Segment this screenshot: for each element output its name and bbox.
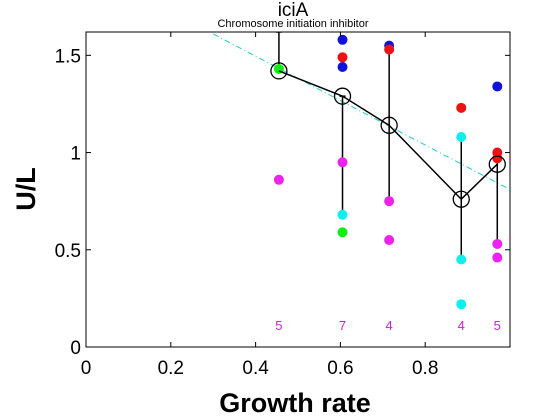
data-point-5 xyxy=(337,157,348,168)
data-point-7 xyxy=(337,227,348,238)
y-axis: 0 0.5 1 1.5 xyxy=(55,46,510,359)
count-label-0: 5 xyxy=(275,318,282,333)
data-point-9 xyxy=(384,44,395,55)
data-point-3 xyxy=(337,52,348,63)
chart-subtitle: Chromosome initiation inhibitor xyxy=(217,18,368,30)
plot-content: 5 7 4 4 5 xyxy=(212,32,510,333)
plot-frame xyxy=(85,31,511,348)
data-point-13 xyxy=(456,132,467,142)
data-point-20 xyxy=(492,252,503,263)
data-point-12 xyxy=(456,102,467,113)
data-point-16 xyxy=(492,81,503,92)
mean-marker-0 xyxy=(270,62,288,80)
mean-marker-2 xyxy=(380,116,398,134)
data-point-10 xyxy=(384,196,395,207)
y-tick-label-0: 0 xyxy=(70,338,81,359)
count-label-4: 5 xyxy=(494,318,501,333)
x-tick-label-3: 0.6 xyxy=(327,358,353,379)
data-point-11 xyxy=(384,235,395,246)
y-tick-label-1: 0.5 xyxy=(55,241,81,262)
data-point-2 xyxy=(337,34,348,45)
y-tick-label-2: 1 xyxy=(70,144,81,165)
x-tick-label-4: 0.8 xyxy=(412,358,438,379)
x-tick-label-2: 0.4 xyxy=(242,358,269,379)
mean-marker-4 xyxy=(488,155,506,173)
mean-line xyxy=(278,70,498,201)
data-point-14 xyxy=(456,254,467,265)
count-label-1: 7 xyxy=(339,318,346,333)
x-axis-title: Growth rate xyxy=(219,388,371,418)
y-tick-label-3: 1.5 xyxy=(55,46,81,67)
data-point-15 xyxy=(456,299,467,310)
count-label-3: 4 xyxy=(458,318,465,333)
x-axis: 0 0.2 0.4 0.6 0.8 xyxy=(81,32,438,379)
count-label-2: 4 xyxy=(386,318,393,333)
chart-title: iciA xyxy=(278,0,309,21)
y-axis-title: U/L xyxy=(11,167,41,211)
data-point-4 xyxy=(337,62,348,72)
data-point-6 xyxy=(337,209,348,220)
data-point-18 xyxy=(492,153,503,164)
data-point-19 xyxy=(492,238,503,249)
mean-marker-1 xyxy=(333,87,352,105)
data-point-1 xyxy=(273,174,284,185)
x-tick-label-0: 0 xyxy=(81,358,92,379)
x-tick-label-1: 0.2 xyxy=(158,358,184,379)
mean-marker-3 xyxy=(452,190,470,208)
fit-line xyxy=(212,33,510,190)
